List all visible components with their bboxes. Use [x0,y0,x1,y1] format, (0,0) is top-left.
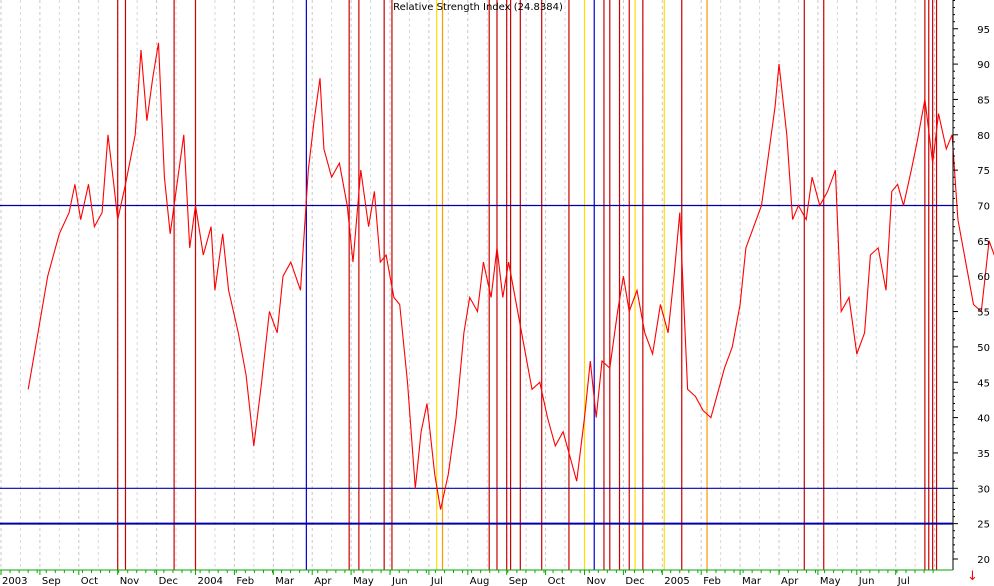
x-tick-label: Oct [548,576,565,586]
x-tick-label: Jun [858,576,875,586]
x-tick-label: Jul [897,576,910,586]
x-tick-label: Aug [470,576,490,586]
y-tick-label: 70 [977,202,990,213]
x-tick-label: Sep [42,576,61,586]
x-tick-label: Dec [159,576,178,586]
x-tick-label: Oct [81,576,98,586]
x-tick-label: Sep [509,576,528,586]
x-tick-label: 2003 [2,576,27,586]
x-tick-label: Feb [236,576,254,586]
x-tick-label: Feb [703,576,721,586]
chart-title: Relative Strength Index (24.8384) [393,2,563,13]
y-tick-label: 85 [977,95,990,106]
scroll-arrow-down-icon[interactable]: ↓ [967,569,978,584]
x-tick-label: 2004 [198,576,223,586]
y-tick-label: 25 [977,520,990,531]
series-layer [27,42,994,510]
x-tick-label: Dec [625,576,644,586]
y-tick-label: 40 [977,414,990,425]
y-tick-label: 65 [977,237,990,248]
reference-lines [0,204,953,525]
y-tick-label: 55 [977,308,990,319]
rsi-series-line [27,42,994,510]
x-tick-label: 2005 [664,576,689,586]
x-tick-label: Jul [430,576,443,586]
signal-markers [117,0,938,570]
x-tick-label: Nov [120,576,140,586]
y-tick-label: 30 [977,484,990,495]
x-tick-label: May [820,576,841,586]
x-tick-label: Nov [587,576,607,586]
month-gridlines [0,0,936,570]
x-tick-label: Mar [275,576,295,586]
y-tick-label: 90 [977,60,990,71]
x-tick-label: Apr [781,576,799,586]
y-tick-label: 45 [977,378,990,389]
y-tick-label: 50 [977,343,990,354]
y-tick-label: 75 [977,166,990,177]
x-tick-label: Mar [742,576,762,586]
x-tick-label: May [353,576,374,586]
x-tick-label: Jun [391,576,408,586]
y-tick-label: 20 [977,555,990,566]
x-tick-label: Apr [314,576,332,586]
y-tick-label: 80 [977,131,990,142]
y-tick-label: 60 [977,272,990,283]
y-tick-label: 35 [977,449,990,460]
y-tick-label: 95 [977,25,990,36]
